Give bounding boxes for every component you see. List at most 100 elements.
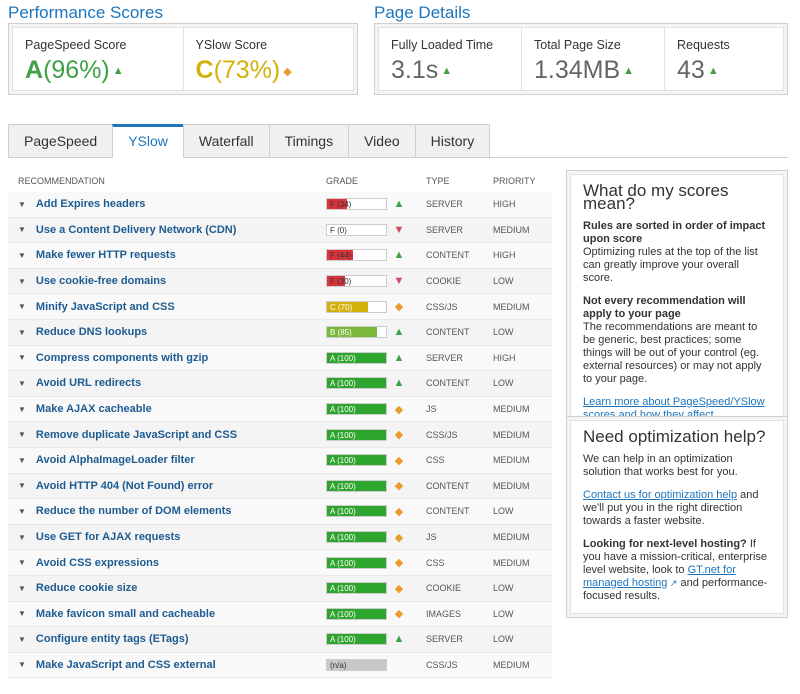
table-row[interactable]: ▼ Add Expires headers F (34) ▲ SERVER HIGH (8, 192, 552, 218)
table-body: ▼ Add Expires headers F (34) ▲ SERVER HIGH ▼ Us… (8, 192, 552, 679)
table-row[interactable]: ▼ Make favicon small and cacheable A (100)… (8, 601, 552, 628)
recommendation-name[interactable]: Avoid AlphaImageLoader filter (35, 454, 195, 467)
expand-caret-icon[interactable]: ▼ (18, 481, 26, 491)
recommendation-name[interactable]: Use GET for AJAX requests (35, 531, 181, 544)
table-row[interactable]: ▼ Reduce the number of DOM elements A (100… (8, 499, 552, 525)
expand-caret-icon[interactable]: ▼ (18, 327, 26, 337)
recommendation-cell[interactable]: ▼ Reduce cookie size (8, 582, 326, 594)
expand-caret-icon[interactable]: ▼ (18, 404, 26, 414)
recommendation-name[interactable]: Minify JavaScript and CSS (35, 300, 175, 313)
recommendation-cell[interactable]: ▼ Compress components with gzip (8, 352, 326, 364)
recommendation-cell[interactable]: ▼ Add Expires headers (8, 198, 326, 210)
tab-pagespeed[interactable]: PageSpeed (8, 124, 113, 157)
expand-caret-icon[interactable]: ▼ (18, 660, 26, 670)
table-row[interactable]: ▼ Make JavaScript and CSS external (n/a) CS… (8, 652, 552, 679)
trend-up-icon: ▲ (393, 377, 405, 390)
expand-caret-icon[interactable]: ▼ (18, 302, 26, 312)
tab-timings[interactable]: Timings (268, 124, 349, 157)
grade-bar: A (100) (326, 582, 387, 595)
table-row[interactable]: ▼ Use cookie-free domains F (30) ▼ COOKIE LOW (8, 268, 552, 295)
table-row[interactable]: ▼ Make AJAX cacheable A (100) ◆ JS MEDIUM (8, 396, 552, 423)
recommendation-name[interactable]: Use a Content Delivery Network (CDN) (35, 223, 237, 236)
grade-bar-fill (327, 634, 386, 645)
recommendation-name[interactable]: Add Expires headers (35, 198, 146, 211)
recommendation-name[interactable]: Reduce cookie size (35, 582, 138, 595)
recommendation-name[interactable]: Avoid URL redirects (35, 377, 142, 390)
priority-cell: MEDIUM (493, 557, 530, 568)
recommendation-name[interactable]: Reduce the number of DOM elements (35, 505, 232, 518)
recommendation-cell[interactable]: ▼ Make AJAX cacheable (8, 403, 326, 415)
grade-label: A (100) (330, 405, 356, 415)
recommendation-name[interactable]: Make JavaScript and CSS external (35, 658, 216, 671)
expand-caret-icon[interactable]: ▼ (18, 378, 26, 388)
contact-optimization-link[interactable]: Contact us for optimization help (583, 489, 738, 501)
recommendation-cell[interactable]: ▼ Make fewer HTTP requests (8, 249, 326, 261)
recommendation-cell[interactable]: ▼ Minify JavaScript and CSS (8, 301, 326, 313)
optimization-help-title: Need optimization help? (583, 427, 766, 446)
optimization-help-intro: We can help in an optimization solution … (583, 453, 738, 478)
table-row[interactable]: ▼ Reduce cookie size A (100) ◆ COOKIE LOW (8, 575, 552, 602)
table-row[interactable]: ▼ Make fewer HTTP requests F (44) ▲ CONTENT H… (8, 243, 552, 269)
recommendation-name[interactable]: Avoid CSS expressions (35, 556, 160, 569)
recommendation-name[interactable]: Use cookie-free domains (35, 275, 167, 288)
expand-caret-icon[interactable]: ▼ (18, 353, 26, 363)
recommendation-name[interactable]: Compress components with gzip (35, 351, 209, 364)
recommendation-cell[interactable]: ▼ Avoid URL redirects (8, 377, 326, 389)
table-row[interactable]: ▼ Use GET for AJAX requests A (100) ◆ JS MEDI… (8, 524, 552, 551)
expand-caret-icon[interactable]: ▼ (18, 250, 26, 260)
scores-explainer-box: What do my scores mean? Rules are sorted… (566, 170, 788, 450)
table-row[interactable]: ▼ Minify JavaScript and CSS C (70) ◆ CSS/JS M… (8, 294, 552, 320)
tab-yslow[interactable]: YSlow (112, 124, 183, 158)
recommendation-cell[interactable]: ▼ Use cookie-free domains (8, 275, 326, 287)
expand-caret-icon[interactable]: ▼ (18, 558, 26, 568)
recommendation-cell[interactable]: ▼ Remove duplicate JavaScript and CSS (8, 429, 326, 441)
recommendation-cell[interactable]: ▼ Reduce the number of DOM elements (8, 505, 326, 517)
table-row[interactable]: ▼ Compress components with gzip A (100) ▲ SE… (8, 345, 552, 372)
recommendation-name[interactable]: Make fewer HTTP requests (35, 249, 176, 262)
grade-label: F (0) (330, 225, 347, 235)
expand-caret-icon[interactable]: ▼ (18, 583, 26, 593)
table-row[interactable]: ▼ Remove duplicate JavaScript and CSS A (1… (8, 422, 552, 448)
expand-caret-icon[interactable]: ▼ (18, 276, 26, 286)
hosting-end-text: and performance-focused results. (583, 577, 768, 602)
recommendation-name[interactable]: Remove duplicate JavaScript and CSS (35, 428, 238, 441)
expand-caret-icon[interactable]: ▼ (18, 455, 26, 465)
expand-caret-icon[interactable]: ▼ (18, 506, 26, 516)
tab-video[interactable]: Video (348, 124, 415, 157)
table-row[interactable]: ▼ Avoid HTTP 404 (Not Found) error A (100)… (8, 473, 552, 500)
recommendation-name[interactable]: Make favicon small and cacheable (35, 607, 216, 620)
recommendation-name[interactable]: Avoid HTTP 404 (Not Found) error (35, 479, 214, 492)
table-row[interactable]: ▼ Avoid URL redirects A (100) ▲ CONTENT LOW (8, 371, 552, 397)
recommendation-name[interactable]: Reduce DNS lookups (35, 326, 148, 339)
table-row[interactable]: ▼ Avoid AlphaImageLoader filter A (100) ◆ CS… (8, 447, 552, 474)
expand-caret-icon[interactable]: ▼ (18, 609, 26, 619)
tab-history[interactable]: History (414, 124, 491, 157)
expand-caret-icon[interactable]: ▼ (18, 634, 26, 644)
tab-waterfall[interactable]: Waterfall (182, 124, 269, 157)
recommendation-cell[interactable]: ▼ Avoid AlphaImageLoader filter (8, 454, 326, 466)
expand-caret-icon[interactable]: ▼ (18, 225, 26, 235)
table-row[interactable]: ▼ Avoid CSS expressions A (100) ◆ CSS MEDIUM (8, 550, 552, 576)
recommendation-cell[interactable]: ▼ Avoid HTTP 404 (Not Found) error (8, 480, 326, 492)
recommendation-cell[interactable]: ▼ Make JavaScript and CSS external (8, 659, 326, 671)
expand-caret-icon[interactable]: ▼ (18, 532, 26, 542)
total-page-size: Total Page Size 1.34MB ▲ (522, 28, 665, 90)
grade-bar: A (100) (326, 531, 387, 544)
recommendation-cell[interactable]: ▼ Reduce DNS lookups (8, 326, 326, 338)
recommendation-cell[interactable]: ▼ Configure entity tags (ETags) (8, 633, 326, 645)
expand-caret-icon[interactable]: ▼ (18, 199, 26, 209)
recommendation-name[interactable]: Configure entity tags (ETags) (35, 633, 189, 646)
recommendation-cell[interactable]: ▼ Avoid CSS expressions (8, 557, 326, 569)
recommendation-cell[interactable]: ▼ Make favicon small and cacheable (8, 608, 326, 620)
grade-cell: A (100) ◆ (326, 428, 426, 441)
table-row[interactable]: ▼ Use a Content Delivery Network (CDN) F (… (8, 217, 552, 244)
expand-caret-icon[interactable]: ▼ (18, 430, 26, 440)
priority-cell: LOW (493, 608, 514, 619)
table-row[interactable]: ▼ Configure entity tags (ETags) A (100) ▲ SE… (8, 627, 552, 653)
managed-hosting-link[interactable]: GT.net for managed hosting (583, 564, 736, 589)
table-row[interactable]: ▼ Reduce DNS lookups B (85) ▲ CONTENT LOW (8, 319, 552, 346)
recommendation-cell[interactable]: ▼ Use GET for AJAX requests (8, 531, 326, 543)
priority-cell: MEDIUM (493, 429, 530, 440)
recommendation-name[interactable]: Make AJAX cacheable (35, 403, 152, 416)
recommendation-cell[interactable]: ▼ Use a Content Delivery Network (CDN) (8, 224, 326, 236)
